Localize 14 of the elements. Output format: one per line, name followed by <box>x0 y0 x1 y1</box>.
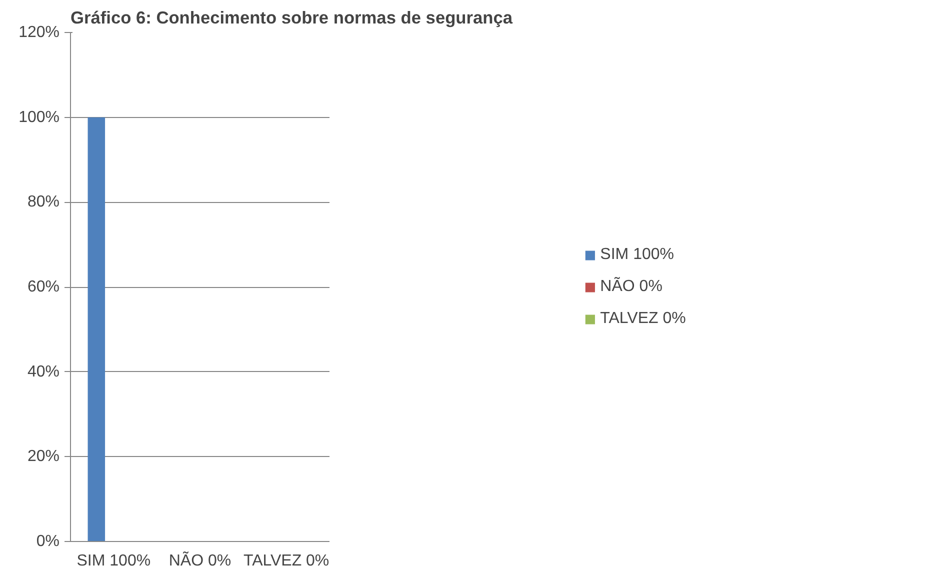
legend-label: NÃO 0% <box>600 278 662 296</box>
y-tick-label: 80% <box>27 194 60 211</box>
y-tick-label: 40% <box>27 363 60 380</box>
chart-title: Gráfico 6: Conhecimento sobre normas de segurança <box>70 8 513 28</box>
y-tick-label: 120% <box>18 24 60 41</box>
x-tick-label: NÃO 0% <box>168 550 232 570</box>
y-tick-label: 60% <box>27 278 60 296</box>
x-tick-label: SIM 100% <box>76 552 151 570</box>
x-tick-label: TALVEZ 0% <box>244 552 330 570</box>
legend-label: TALVEZ 0% <box>600 310 686 328</box>
legend-label: SIM 100% <box>600 246 674 264</box>
y-tick-label: 20% <box>27 448 60 466</box>
y-tick-label: 0% <box>36 533 60 550</box>
y-tick-label: 100% <box>18 108 60 126</box>
